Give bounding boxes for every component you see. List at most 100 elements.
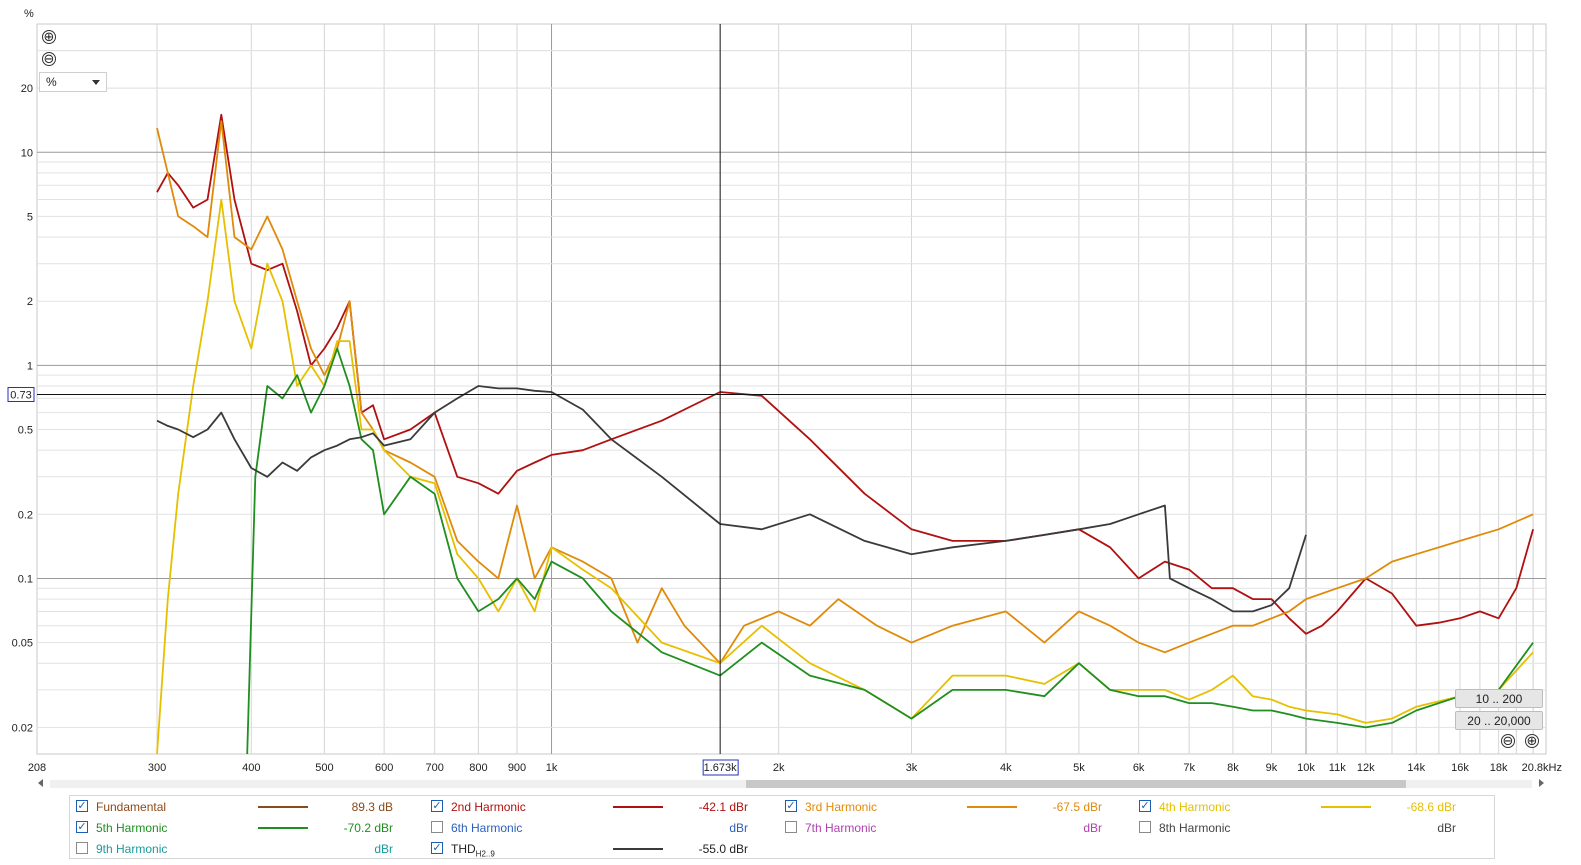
- zoom-out-icon[interactable]: ⊖: [42, 52, 56, 67]
- legend-item-9th-harmonic[interactable]: 9th Harmonic dBr: [70, 839, 425, 859]
- legend-label: 9th Harmonic: [96, 842, 168, 856]
- x-tick-label: 800: [469, 762, 487, 774]
- x-tick-label: 9k: [1266, 762, 1278, 774]
- x-tick-label: 18k: [1490, 762, 1508, 774]
- y-unit-select[interactable]: %: [39, 72, 107, 92]
- x-tick-label: 12k: [1357, 762, 1375, 774]
- y-tick-label: 5: [27, 211, 33, 223]
- x-tick-label: 500: [315, 762, 333, 774]
- plot-frame: [36, 23, 1547, 755]
- legend-checkbox[interactable]: [1139, 821, 1151, 833]
- y-tick-label: 2: [27, 296, 33, 308]
- legend-swatch: [1321, 806, 1371, 808]
- x-tick-label: 20.8kHz: [1522, 762, 1562, 774]
- x-tick-label: 10k: [1297, 762, 1315, 774]
- legend-item-5th-harmonic[interactable]: ✓ 5th Harmonic -70.2 dBr: [70, 818, 425, 838]
- legend-value: dBr: [374, 842, 393, 856]
- legend-swatch: [613, 848, 663, 850]
- y-tick-label: 0.5: [18, 425, 33, 437]
- legend-label: 5th Harmonic: [96, 821, 168, 835]
- cursor-layer[interactable]: 1.673k 0.73: [7, 24, 1546, 776]
- x-tick-label: 2k: [773, 762, 785, 774]
- y-tick-label: 10: [21, 147, 33, 159]
- legend-swatch: [258, 806, 308, 808]
- series-line-thd: [156, 385, 1307, 613]
- legend-value: -55.0 dBr: [698, 842, 748, 856]
- x-tick-label: 400: [242, 762, 260, 774]
- x-tick-label: 208: [28, 762, 46, 774]
- x-tick-label: 16k: [1451, 762, 1469, 774]
- y-axis-unit-label: %: [24, 8, 34, 20]
- legend-label: 2nd Harmonic: [451, 800, 526, 814]
- x-tick-label: 3k: [906, 762, 918, 774]
- y-tick-label: 20: [21, 83, 33, 95]
- y-tick-label: 0.1: [18, 573, 33, 585]
- legend-checkbox[interactable]: ✓: [76, 799, 88, 812]
- legend-value: dBr: [1437, 821, 1456, 835]
- series-line-3rd-harmonic: [156, 120, 1534, 665]
- x-tick-label: 600: [375, 762, 393, 774]
- x-tick-label: 11k: [1329, 762, 1346, 774]
- series-line-4th-harmonic: [156, 198, 1534, 755]
- scroll-right-icon[interactable]: [1539, 779, 1544, 787]
- tick-layer: 20 10 5 2 1 0.5 0.2 0.1 0.05 0.02 208 300 400 500 600 7…: [12, 83, 1562, 774]
- legend-checkbox[interactable]: ✓: [431, 841, 443, 854]
- legend-checkbox[interactable]: [431, 821, 443, 833]
- horizontal-scrollbar[interactable]: [36, 778, 1546, 790]
- legend-value: -42.1 dBr: [698, 800, 748, 814]
- range-button-20-20000[interactable]: 20 .. 20,000: [1455, 711, 1543, 730]
- legend-checkbox[interactable]: [76, 842, 88, 854]
- x-tick-label: 900: [508, 762, 526, 774]
- y-tick-label: 0.2: [18, 509, 33, 521]
- cursor-y-readout: 0.73: [10, 389, 31, 401]
- x-tick-label: 4k: [1000, 762, 1012, 774]
- legend-label: 6th Harmonic: [451, 821, 523, 835]
- y-tick-label: 0.05: [12, 638, 33, 650]
- legend-panel: ✓ Fundamental 89.3 dB ✓ 2nd Harmonic -42.1 dB…: [69, 795, 1495, 859]
- legend-checkbox[interactable]: [785, 821, 797, 833]
- y-unit-value: %: [46, 75, 57, 89]
- x-tick-label: 700: [425, 762, 443, 774]
- legend-item-thd[interactable]: ✓ THDH2..9 -55.0 dBr: [425, 839, 780, 859]
- legend-item-2nd-harmonic[interactable]: ✓ 2nd Harmonic -42.1 dBr: [425, 797, 780, 817]
- legend-value: -70.2 dBr: [343, 821, 393, 835]
- x-zoom-out-icon[interactable]: ⊖: [1501, 734, 1515, 749]
- zoom-in-icon[interactable]: ⊕: [42, 30, 56, 45]
- cursor-x-readout-box: [702, 759, 739, 776]
- legend-label: Fundamental: [96, 800, 167, 814]
- x-tick-label: 5k: [1073, 762, 1085, 774]
- y-tick-label: 0.02: [12, 722, 33, 734]
- x-zoom-in-icon[interactable]: ⊕: [1525, 734, 1539, 749]
- legend-item-7th-harmonic[interactable]: 7th Harmonic dBr: [779, 818, 1134, 838]
- x-tick-label: 14k: [1407, 762, 1425, 774]
- scroll-thumb[interactable]: [746, 780, 1406, 788]
- series-line-5th-harmonic: [246, 347, 1534, 755]
- y-tick-label: 1: [27, 360, 33, 372]
- legend-checkbox[interactable]: ✓: [785, 799, 797, 812]
- x-tick-label: 300: [148, 762, 166, 774]
- legend-checkbox[interactable]: ✓: [431, 799, 443, 812]
- legend-label: 8th Harmonic: [1159, 821, 1231, 835]
- legend-label: 4th Harmonic: [1159, 800, 1231, 814]
- cursor-y-readout-box: [7, 386, 35, 402]
- legend-label: THDH2..9: [451, 842, 495, 859]
- legend-value: -67.5 dBr: [1052, 800, 1102, 814]
- legend-checkbox[interactable]: ✓: [1139, 799, 1151, 812]
- legend-value: dBr: [729, 821, 748, 835]
- legend-item-4th-harmonic[interactable]: ✓ 4th Harmonic -68.6 dBr: [1133, 797, 1488, 817]
- legend-value: 89.3 dB: [351, 800, 393, 814]
- legend-swatch: [967, 806, 1017, 808]
- legend-item-3rd-harmonic[interactable]: ✓ 3rd Harmonic -67.5 dBr: [779, 797, 1134, 817]
- legend-item-fundamental[interactable]: ✓ Fundamental 89.3 dB: [70, 797, 425, 817]
- legend-item-6th-harmonic[interactable]: 6th Harmonic dBr: [425, 818, 780, 838]
- legend-swatch: [258, 827, 308, 829]
- x-tick-label: 1k: [546, 762, 558, 774]
- range-button-10-200[interactable]: 10 .. 200: [1455, 689, 1543, 708]
- legend-label-subscript: H2..9: [475, 849, 495, 859]
- legend-label: 3rd Harmonic: [805, 800, 878, 814]
- legend-checkbox[interactable]: ✓: [76, 820, 88, 833]
- chevron-down-icon: [92, 80, 100, 85]
- scroll-left-icon[interactable]: [38, 779, 43, 787]
- legend-item-8th-harmonic[interactable]: 8th Harmonic dBr: [1133, 818, 1488, 838]
